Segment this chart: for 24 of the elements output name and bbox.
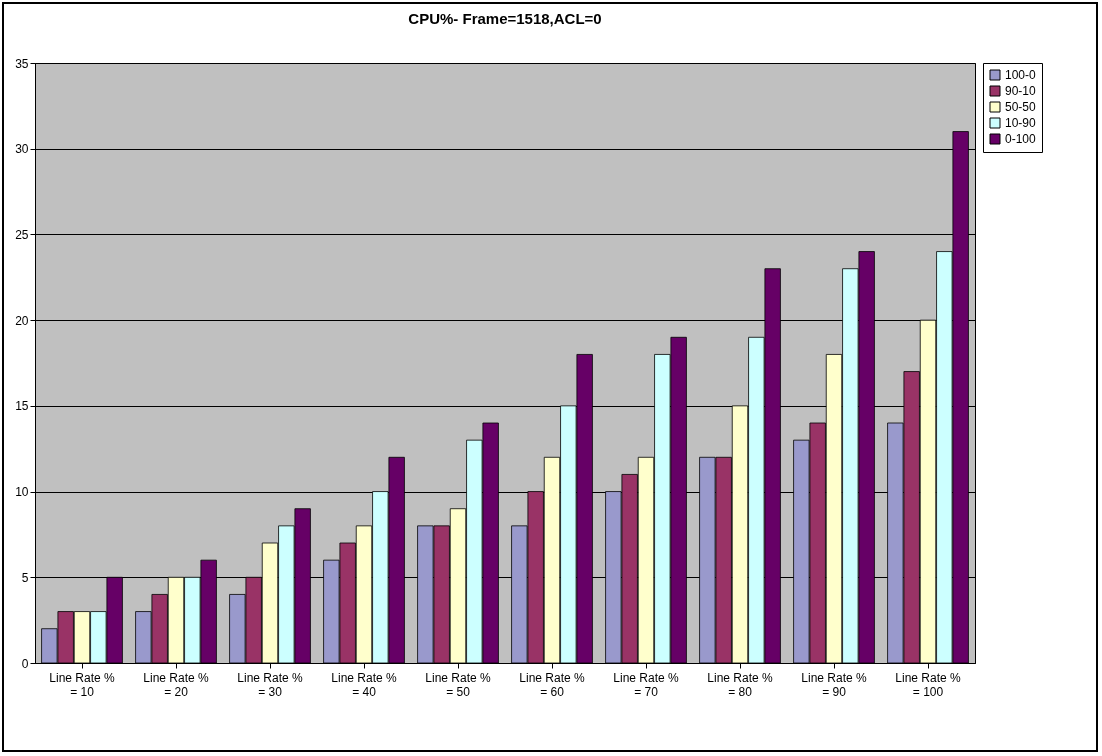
y-tick-label: 35 — [15, 56, 29, 71]
y-tick-label: 30 — [15, 142, 29, 157]
x-tick-label: Line Rate % = 40 — [331, 670, 398, 699]
x-tick-label: Line Rate % = 60 — [519, 670, 586, 699]
legend-label: 90-10 — [1005, 84, 1037, 98]
x-tick-label: Line Rate % = 50 — [425, 670, 492, 699]
x-tick-label: Line Rate % = 100 — [895, 670, 962, 699]
x-tick-label: Line Rate % = 30 — [237, 670, 304, 699]
x-tick-label: Line Rate % = 20 — [143, 670, 210, 699]
legend-label: 100-0 — [1005, 68, 1037, 82]
legend-label: 50-50 — [1005, 100, 1037, 114]
y-tick-label: 25 — [15, 227, 29, 242]
legend-label: 0-100 — [1005, 132, 1037, 146]
y-tick-label: 0 — [21, 656, 29, 671]
chart-title: CPU%- Frame=1518,ACL=0 — [408, 10, 602, 27]
y-tick-label: 15 — [15, 399, 29, 414]
x-tick-label: Line Rate % = 70 — [613, 670, 680, 699]
x-tick-label: Line Rate % = 90 — [801, 670, 868, 699]
x-tick-label: Line Rate % = 80 — [707, 670, 774, 699]
y-tick-label: 10 — [15, 485, 29, 500]
legend-label: 10-90 — [1005, 116, 1037, 130]
y-tick-label: 20 — [15, 313, 29, 328]
x-tick-label: Line Rate % = 10 — [49, 670, 116, 699]
y-tick-label: 5 — [21, 570, 29, 585]
